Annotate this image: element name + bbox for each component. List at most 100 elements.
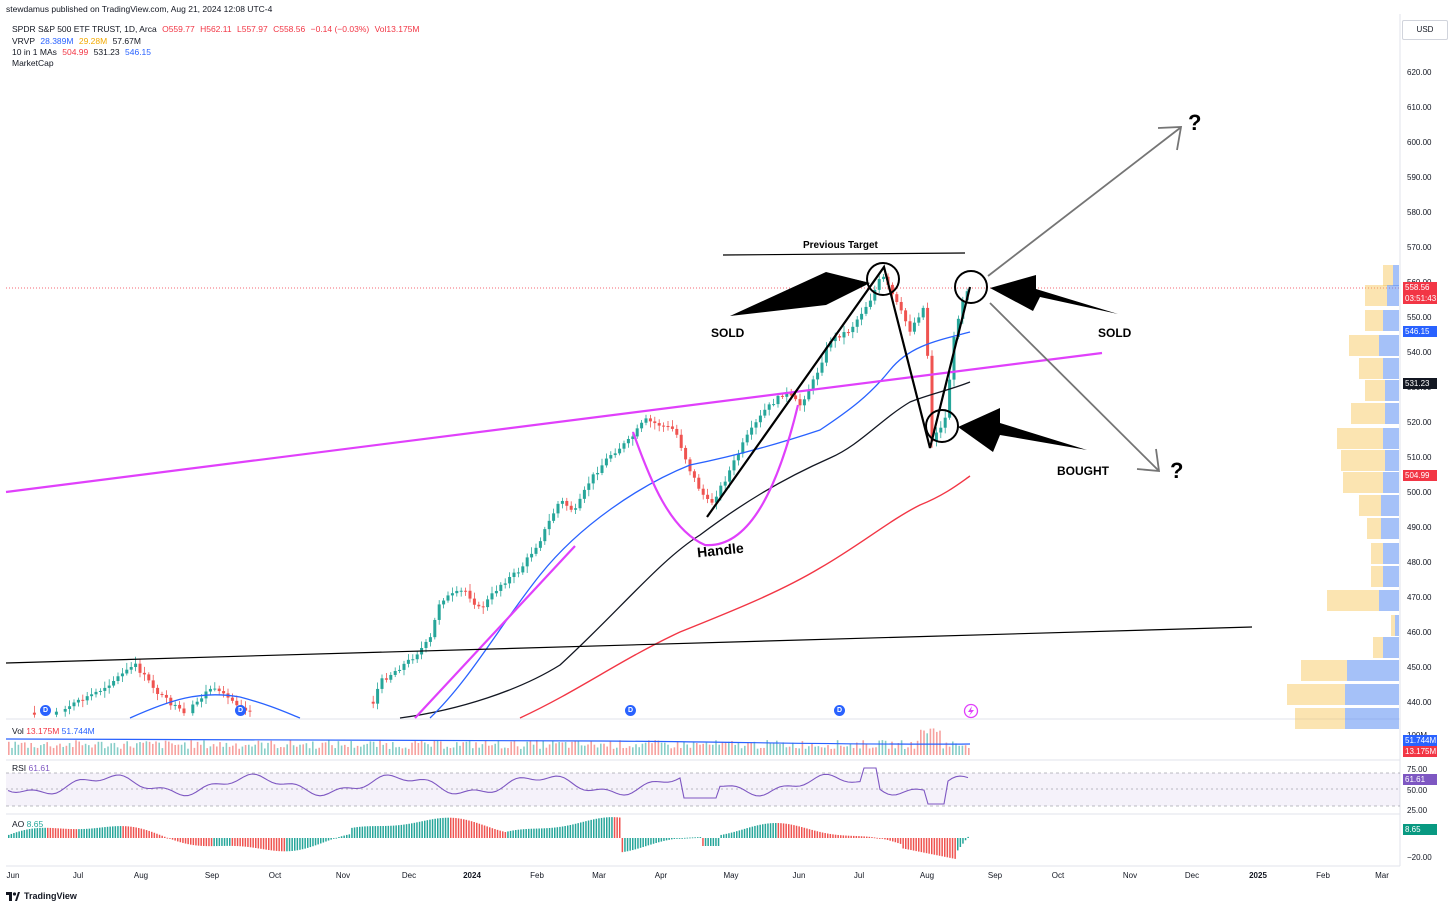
candle-body [411, 659, 415, 661]
candle-body [587, 483, 591, 490]
volume-bar [632, 747, 634, 755]
ao-bar [28, 829, 31, 838]
volume-bar [968, 747, 970, 755]
ao-bar [158, 834, 161, 838]
tradingview-logo[interactable]: TradingView [6, 891, 77, 901]
candle-body [142, 672, 146, 675]
volume-bar [385, 743, 388, 755]
volume-bar [110, 743, 112, 755]
volume-legend[interactable]: Vol 13.175M 51.744M [12, 726, 95, 736]
ao-bar [512, 830, 514, 838]
candle-body [864, 306, 868, 314]
candle-body [442, 600, 446, 605]
ao-bar [655, 838, 657, 844]
ao-bar [351, 827, 353, 838]
price-tick: 500.00 [1407, 488, 1432, 497]
ao-bar [585, 821, 587, 838]
volume-bar [756, 748, 759, 755]
vp-row-up [1327, 590, 1379, 611]
volume-bar [200, 744, 202, 755]
candle-body [851, 326, 855, 333]
ao-bar [736, 831, 738, 838]
price-tick: 510.00 [1407, 453, 1432, 462]
candle-body [464, 590, 468, 592]
currency-button[interactable]: USD [1402, 20, 1448, 40]
candle-body [763, 409, 767, 416]
volume-bar [804, 748, 807, 755]
ao-bar [543, 828, 546, 838]
ao-legend[interactable]: AO 8.65 [12, 819, 43, 829]
volume-bar [235, 743, 237, 755]
volume-bar [920, 729, 922, 755]
dividend-marker[interactable]: D [834, 705, 845, 716]
volume-bar [584, 745, 586, 755]
ao-bar [106, 826, 109, 838]
volume-bar [171, 743, 173, 755]
volume-bar [324, 742, 327, 755]
ao-bar [57, 828, 59, 838]
volume-bar [440, 741, 442, 755]
volume-bar [388, 748, 391, 755]
vp-row-down [1385, 380, 1399, 401]
symbol-legend[interactable]: SPDR S&P 500 ETF TRUST, 1D, Arca O559.77… [12, 24, 423, 34]
volume-bar [430, 746, 432, 755]
volume-bar [596, 747, 599, 755]
volume-bar [609, 741, 612, 755]
ao-bar [273, 838, 275, 851]
volume-bar [129, 746, 132, 755]
vrvp-v1: 28.389M [40, 36, 74, 46]
volume-bar [718, 744, 720, 755]
volume-bar [376, 746, 378, 755]
ao-bar [205, 838, 208, 847]
volume-bar [116, 747, 119, 755]
candle-body [107, 685, 111, 688]
volume-bar [158, 742, 160, 755]
volume-bar [942, 748, 944, 755]
candle-body [723, 481, 727, 486]
marketcap-legend[interactable]: MarketCap [12, 58, 54, 68]
ao-bar [928, 838, 930, 854]
candle-body [692, 471, 696, 478]
ao-bar [60, 828, 62, 838]
volume-bar [686, 744, 688, 755]
ao-bar [515, 830, 517, 838]
dividend-marker[interactable]: D [625, 705, 636, 716]
ao-bar [15, 832, 18, 838]
ao-bar [634, 838, 637, 850]
ao-bar [164, 836, 166, 838]
ao-bar [356, 827, 358, 838]
candle-body [68, 706, 72, 709]
volume-bar [696, 743, 698, 755]
price-tick: 460.00 [1407, 628, 1432, 637]
vrvp-legend[interactable]: VRVP 28.389M 29.28M 57.67M [12, 36, 144, 46]
volume-ma-line [5, 738, 971, 745]
volume-bar [795, 748, 797, 755]
rsi-legend[interactable]: RSI 61.61 [12, 763, 50, 773]
volume-bar [638, 747, 640, 755]
ao-bar [603, 817, 605, 838]
ao-bar [509, 830, 512, 838]
ao-bar [80, 829, 83, 838]
ao-bar [494, 829, 496, 838]
dividend-marker[interactable]: D [40, 705, 51, 716]
volume-bar [952, 741, 954, 755]
candle-body [912, 322, 916, 332]
lightning-icon[interactable] [963, 703, 979, 719]
ao-bar [793, 825, 795, 838]
dividend-marker[interactable]: D [235, 705, 246, 716]
volume-bar [30, 742, 32, 755]
volume-bar [948, 746, 951, 755]
ao-bar [684, 837, 686, 839]
ao-bar [478, 823, 481, 838]
ao-bar [182, 838, 184, 843]
ao-bar [265, 838, 267, 850]
time-tick: Aug [919, 871, 935, 880]
ao-bar [754, 825, 756, 838]
vp-row-up [1365, 310, 1383, 331]
ao-bar [606, 817, 608, 838]
candle-body [468, 590, 472, 599]
candle-body [565, 500, 569, 506]
volume-bar [331, 745, 333, 755]
ma-legend[interactable]: 10 in 1 MAs 504.99 531.23 546.15 [12, 47, 154, 57]
